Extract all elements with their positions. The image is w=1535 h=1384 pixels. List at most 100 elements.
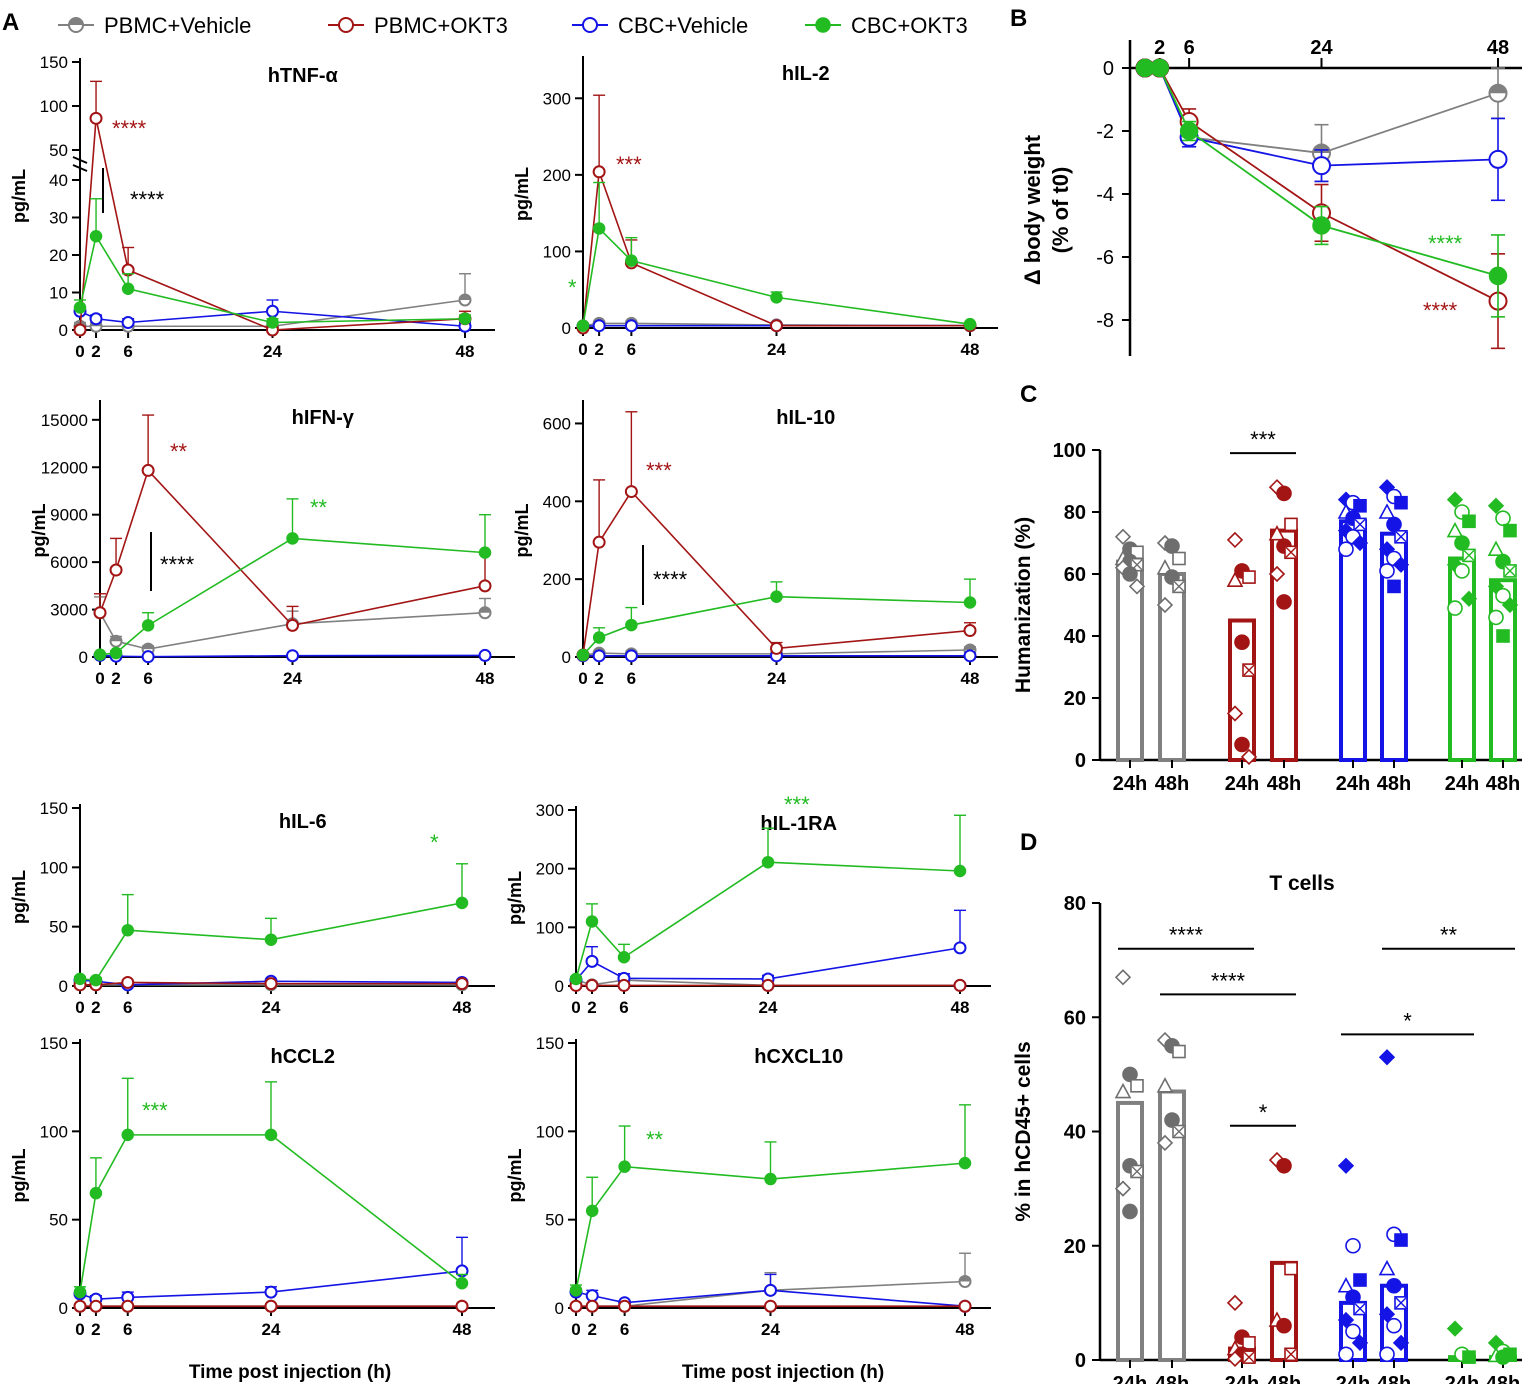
data-point-tcells: [1156, 1134, 1174, 1152]
svg-text:D: D: [1020, 829, 1037, 856]
data-point-il6-cbc_okt3: [73, 972, 87, 986]
y-tick-label-il10: 600: [543, 414, 571, 433]
data-point-ifng-cbc_okt3: [478, 546, 492, 559]
x-tick-label-humanization: 48h: [1377, 773, 1411, 795]
legend-item-pbmc_vehicle: PBMC+Vehicle: [58, 13, 251, 38]
data-point-humanization-mark: [1243, 664, 1255, 676]
data-point-tcells: [1378, 1049, 1396, 1066]
legend-label-cbc_vehicle: CBC+Vehicle: [618, 13, 748, 38]
data-point-humanization: [1392, 556, 1410, 573]
y-tick-label-humanization: 20: [1064, 688, 1086, 710]
data-point-cxcl10-cbc_okt3: [569, 1284, 583, 1297]
bar-group-humanization: 24h: [1336, 491, 1370, 795]
bar-group-tcells: 24h: [1225, 1294, 1259, 1384]
data-point-il10-cbc_vehicle: [624, 649, 638, 663]
y-tick-label-ccl2: 50: [49, 1211, 68, 1230]
data-point-humanization: [1394, 495, 1408, 510]
data-point-tcells-mark: [1243, 1351, 1255, 1363]
data-point-tcells: [1337, 1311, 1355, 1329]
chart-title-il6: hIL-6: [279, 811, 327, 833]
series-ifng-cbc_okt3: [93, 498, 492, 661]
series-cxcl10-cbc_okt3: [569, 1104, 972, 1297]
bar-group-tcells: 48h: [1377, 1049, 1411, 1384]
data-point-tcells: [1378, 1259, 1396, 1276]
y-axis-label-tnf: pg/mL: [9, 169, 29, 223]
x-tick-label-il1ra: 24: [759, 998, 778, 1017]
series-il2-cbc_okt3: [576, 181, 977, 332]
data-point-ifng-cbc_vehicle: [286, 649, 299, 663]
x-tick-label-il10: 6: [627, 669, 636, 688]
data-point-ifng-cbc_okt3: [286, 532, 299, 545]
data-point-il1ra-cbc_okt3: [761, 855, 775, 869]
data-point-humanization-mark: [1463, 549, 1475, 561]
data-point-humanization: [1234, 736, 1250, 753]
data-point-tcells: [1114, 1082, 1132, 1099]
data-point-humanization: [1454, 563, 1470, 579]
x-tick-label-ccl2: 48: [453, 1320, 472, 1339]
significance-tcells: ****: [1169, 923, 1204, 948]
data-point-tcells: [1226, 1294, 1244, 1312]
data-point-il10-cbc_okt3: [770, 590, 783, 603]
x-tick-label-tcells: 48h: [1267, 1373, 1301, 1384]
data-point-humanization-mark: [1504, 565, 1516, 577]
data-point-ifng-pbmc_okt3: [478, 579, 492, 593]
significance-cxcl10: **: [646, 1127, 664, 1152]
x-tick-label-ccl2: 0: [75, 1320, 84, 1339]
data-point-il10-pbmc_okt3: [592, 535, 606, 549]
data-point-tcells-mark: [1395, 1297, 1407, 1309]
panel-letter-d: D: [1020, 829, 1037, 856]
data-point-humanization: [1226, 531, 1244, 549]
data-point-ccl2-cbc_okt3: [264, 1128, 278, 1142]
data-point-il6-cbc_okt3: [264, 933, 278, 946]
data-point-weight-cbc_okt3: [1488, 266, 1508, 286]
y-axis-label-cxcl10: pg/mL: [505, 1149, 525, 1203]
y-tick-label-weight: -8: [1096, 310, 1114, 332]
data-point-humanization-mark: [1236, 636, 1248, 648]
data-point-humanization: [1488, 609, 1504, 626]
bar-group-humanization: 24h: [1225, 531, 1259, 795]
data-point-ccl2-cbc_okt3: [73, 1285, 87, 1299]
x-tick-label-il10: 24: [767, 669, 786, 688]
y-axis-label-tcells: % in hCD45+ cells: [1012, 1041, 1035, 1221]
x-tick-label-tcells: 24h: [1113, 1373, 1147, 1384]
x-tick-label-weight: 48: [1487, 37, 1509, 59]
series-line-il1ra-cbc_okt3: [575, 861, 961, 980]
data-point-tcells: [1353, 1273, 1367, 1287]
x-axis-label-left: Time post injection (h): [189, 1362, 391, 1383]
bar-group-humanization: 24h: [1113, 528, 1147, 795]
x-tick-label-tnf: 6: [123, 342, 132, 361]
significance-ccl2: ***: [142, 1098, 168, 1123]
data-point-tcells: [1337, 1157, 1355, 1174]
data-point-humanization: [1338, 541, 1354, 558]
y-tick-label-tnf: 0: [59, 321, 68, 340]
data-point-tcells-mark: [1173, 1126, 1185, 1137]
data-point-cxcl10-cbc_okt3: [618, 1160, 631, 1173]
data-point-tnf-cbc_okt3: [121, 282, 135, 295]
y-tick-label-il1ra: 0: [555, 977, 564, 996]
data-point-tnf-cbc_vehicle: [89, 312, 103, 326]
y-tick-label-humanization: 60: [1064, 564, 1086, 586]
data-point-tnf-cbc_okt3: [89, 230, 103, 243]
y-tick-label-tnf: 150: [40, 53, 68, 72]
data-point-tnf-cbc_vehicle: [266, 304, 279, 318]
series-il1ra-cbc_vehicle: [569, 909, 967, 987]
data-point-il1ra-pbmc_okt3: [585, 978, 599, 992]
bar-humanization: [1270, 528, 1298, 762]
x-tick-label-ccl2: 2: [91, 1320, 100, 1339]
x-tick-label-tcells: 48h: [1377, 1373, 1411, 1384]
bar-group-humanization: 48h: [1155, 534, 1189, 795]
data-point-weight-cbc_vehicle: [1488, 149, 1508, 169]
significance-il2: ***: [616, 152, 642, 177]
y-tick-label-ifng: 12000: [41, 458, 88, 477]
data-point-humanization: [1226, 705, 1244, 722]
data-point-ifng-cbc_okt3: [93, 648, 107, 661]
data-point-tnf-cbc_vehicle: [121, 316, 135, 329]
series-line-il10-pbmc_okt3: [582, 490, 971, 656]
chart-title-tcells: T cells: [1269, 872, 1334, 895]
x-tick-label-cxcl10: 6: [620, 1320, 629, 1339]
data-point-tcells: [1338, 1346, 1354, 1363]
